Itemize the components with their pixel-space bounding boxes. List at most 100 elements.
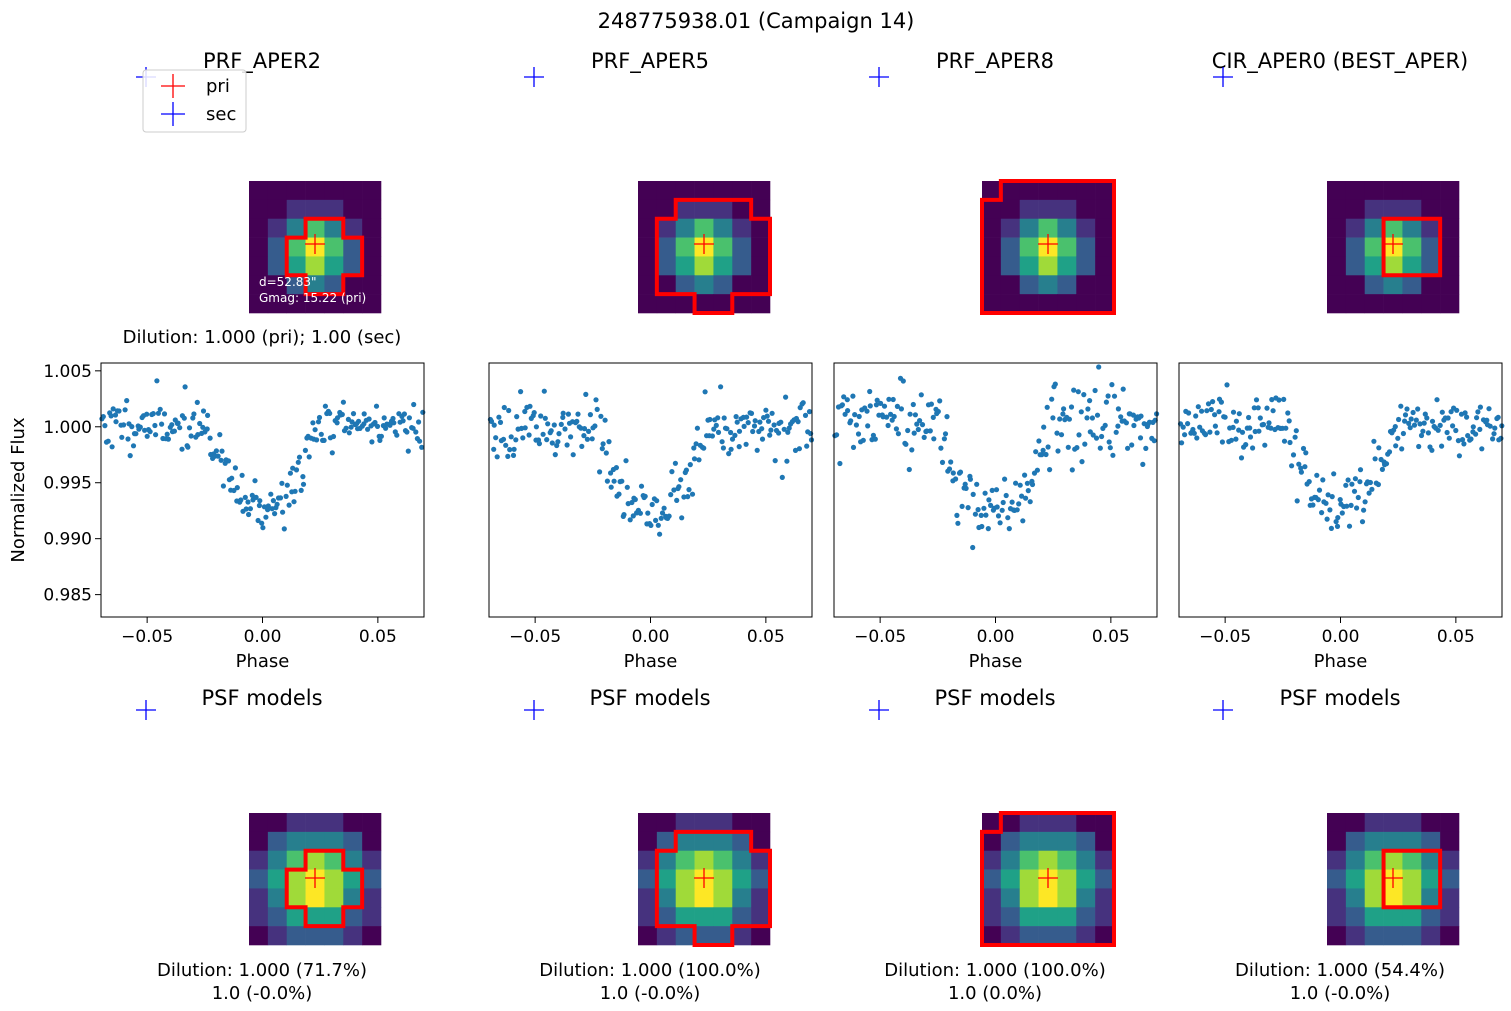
pixel [732,831,752,852]
data-point [681,494,687,500]
data-point [953,476,959,482]
data-point [759,436,766,442]
pixel [982,199,1002,220]
data-point [1470,424,1476,430]
data-point [1475,409,1481,415]
data-point [1078,409,1084,415]
pixel [249,294,269,314]
data-point [985,526,991,532]
data-point [102,423,108,429]
data-point [1366,490,1372,496]
data-point [1204,408,1210,414]
pixel [982,907,1002,927]
pixel [1402,813,1422,833]
x-tick-label: 0.05 [359,627,397,647]
pixel [286,907,306,927]
data-point [1120,386,1126,392]
data-point [231,487,237,494]
pixel [249,907,269,927]
pixel [1421,199,1441,220]
data-point [1490,436,1496,442]
pixel [638,218,658,238]
x-tick-label: −0.05 [509,627,561,647]
data-point [1323,500,1329,506]
pixel [1076,850,1096,870]
data-point [164,431,170,437]
data-point [611,478,617,484]
data-point [853,422,860,428]
pixel [267,294,288,314]
data-point [903,441,909,447]
pixel [1076,813,1096,833]
data-point [967,476,974,482]
data-point [1298,469,1304,475]
data-point [1024,480,1030,486]
pixel [732,907,752,927]
pixel [656,218,677,238]
data-point [279,480,285,486]
pixel [1440,256,1460,276]
pixel [713,275,733,295]
data-point [144,433,150,439]
data-point [1105,393,1111,399]
pixel [1038,907,1058,927]
data-point [1498,435,1504,441]
data-point [948,459,954,465]
data-point [1109,382,1115,388]
pixel [362,181,382,201]
data-point [1090,432,1096,438]
data-point [1408,416,1414,422]
data-point [1359,519,1366,525]
data-point [1375,481,1381,488]
pixel [638,256,658,276]
data-point [581,426,588,432]
data-point [886,396,892,402]
data-point [872,436,878,442]
data-point [419,444,425,450]
pixel [982,813,1002,833]
data-point [1424,415,1430,421]
pixel [1019,294,1039,314]
data-point [1306,479,1312,485]
pixel [324,256,344,276]
pixel [1440,907,1460,927]
aperture-outline [1381,848,1443,910]
pixel [694,888,714,908]
data-point [935,408,941,415]
data-point [1429,418,1436,424]
data-point [844,397,850,403]
data-point [218,457,224,463]
data-point [1407,425,1413,431]
data-point [661,505,667,511]
data-point [1023,495,1029,501]
data-point [247,506,253,512]
data-point [800,400,806,406]
data-point [405,448,411,454]
pixel [1076,237,1096,257]
pixel [694,850,714,870]
x-tick-label: −0.05 [121,627,173,647]
pixel [656,850,677,870]
data-point [1362,499,1368,505]
pixel [675,813,695,833]
pixel [249,869,269,889]
pixel [286,850,306,870]
pixel [1345,813,1366,833]
pixel [751,237,771,257]
data-point [401,411,407,417]
data-point [100,414,106,420]
pixel [1038,294,1058,314]
data-point [188,433,194,439]
data-point [955,520,961,526]
pixel [286,275,306,295]
pixel [362,275,382,295]
data-point [1131,422,1137,429]
data-point [752,418,758,424]
pixel [267,850,288,870]
data-point [603,450,609,456]
data-point [296,454,303,460]
pixel [751,218,771,238]
pixel [1345,256,1366,276]
data-point [905,427,911,434]
data-point [874,397,880,403]
